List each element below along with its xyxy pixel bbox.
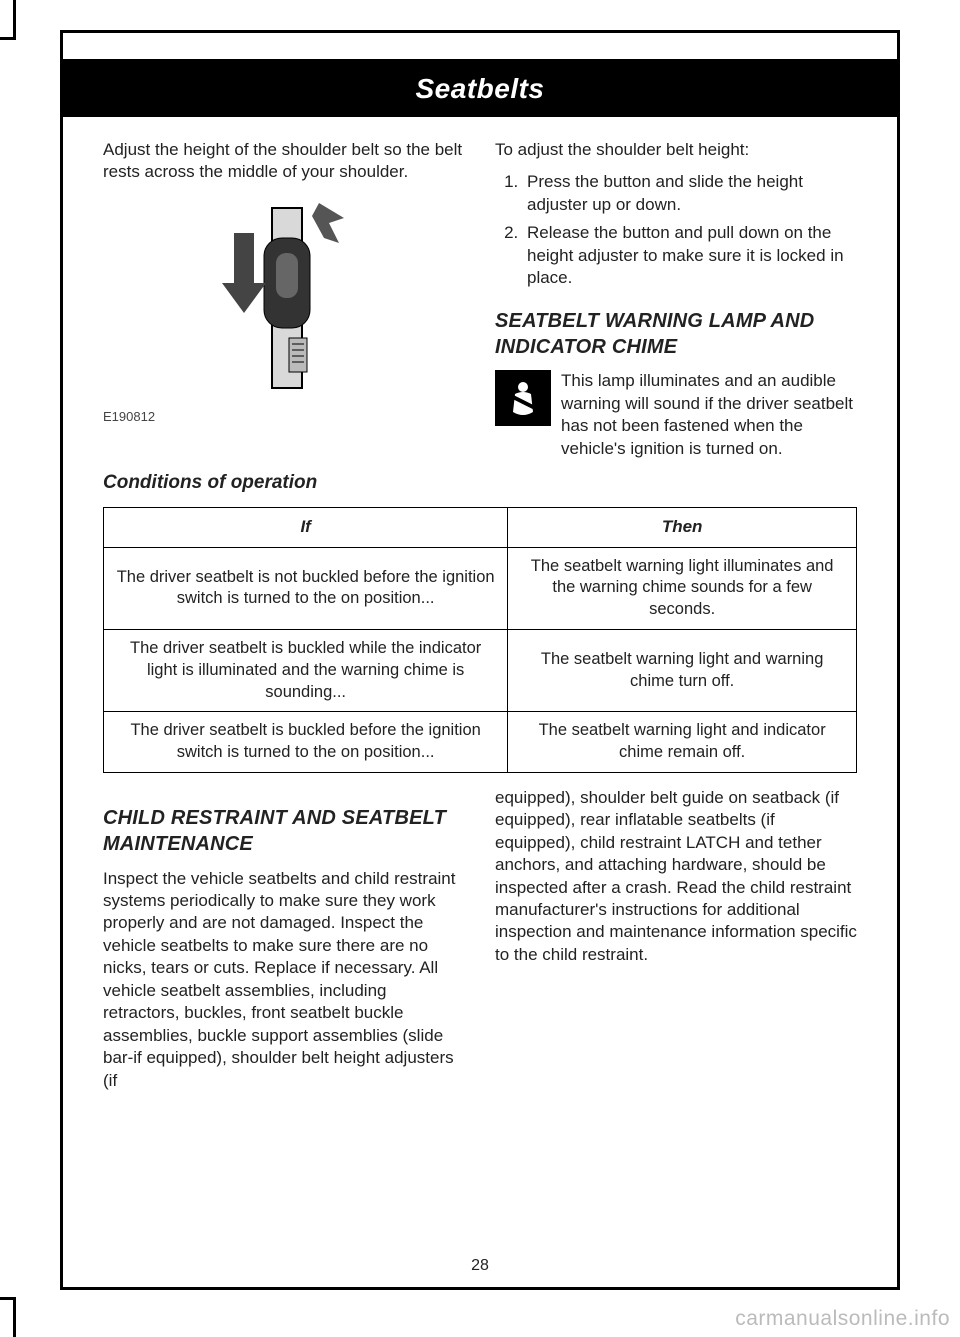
maintenance-left-para: Inspect the vehicle seatbelts and child … (103, 868, 465, 1092)
watermark-text: carmanualsonline.info (735, 1307, 950, 1331)
intro-paragraph: Adjust the height of the shoulder belt s… (103, 139, 465, 184)
chapter-title: Seatbelts (416, 73, 545, 104)
upper-columns: Adjust the height of the shoulder belt s… (103, 139, 857, 460)
seatbelt-adjuster-figure (103, 198, 465, 404)
table-row: The driver seatbelt is buckled while the… (104, 629, 857, 711)
table-row: The driver seatbelt is buckled before th… (104, 712, 857, 773)
table-header-row: If Then (104, 508, 857, 547)
left-column: Adjust the height of the shoulder belt s… (103, 139, 465, 460)
cell-then-1: The seatbelt warning light and warning c… (508, 629, 857, 711)
lower-right-column: equipped), shoulder belt guide on seatba… (495, 787, 857, 1102)
cell-if-2: The driver seatbelt is buckled before th… (104, 712, 508, 773)
conditions-heading: Conditions of operation (103, 470, 857, 495)
maintenance-heading: CHILD RESTRAINT AND SEATBELT MAINTENANCE (103, 805, 465, 858)
col-if: If (104, 508, 508, 547)
conditions-table: If Then The driver seatbelt is not buckl… (103, 507, 857, 773)
lower-columns: CHILD RESTRAINT AND SEATBELT MAINTENANCE… (103, 787, 857, 1102)
warning-lamp-block: This lamp illuminates and an audible war… (495, 370, 857, 460)
crop-mark-top-left (0, 0, 16, 40)
seatbelt-warning-icon (495, 370, 551, 426)
step-2: Release the button and pull down on the … (523, 222, 857, 289)
table-row: The driver seatbelt is not buckled befor… (104, 547, 857, 629)
figure-caption: E190812 (103, 408, 465, 425)
cell-then-2: The seatbelt warning light and indicator… (508, 712, 857, 773)
step-1: Press the button and slide the height ad… (523, 171, 857, 216)
maintenance-right-para: equipped), shoulder belt guide on seatba… (495, 787, 857, 967)
adjust-steps-list: Press the button and slide the height ad… (495, 171, 857, 289)
page-content: Adjust the height of the shoulder belt s… (63, 117, 897, 1257)
page-number: 28 (63, 1257, 897, 1287)
right-column: To adjust the shoulder belt height: Pres… (495, 139, 857, 460)
adjust-lead: To adjust the shoulder belt height: (495, 139, 857, 161)
cell-if-0: The driver seatbelt is not buckled befor… (104, 547, 508, 629)
warning-lamp-heading: SEATBELT WARNING LAMP AND INDICATOR CHIM… (495, 308, 857, 361)
lower-left-column: CHILD RESTRAINT AND SEATBELT MAINTENANCE… (103, 787, 465, 1102)
cell-if-1: The driver seatbelt is buckled while the… (104, 629, 508, 711)
chapter-header: Seatbelts (63, 59, 897, 117)
seatbelt-adjuster-illustration (194, 198, 374, 398)
cell-then-0: The seatbelt warning light illuminates a… (508, 547, 857, 629)
page-frame: Seatbelts Adjust the height of the shoul… (60, 30, 900, 1290)
warning-lamp-text: This lamp illuminates and an audible war… (561, 370, 857, 460)
col-then: Then (508, 508, 857, 547)
crop-mark-bottom-left (0, 1297, 16, 1337)
